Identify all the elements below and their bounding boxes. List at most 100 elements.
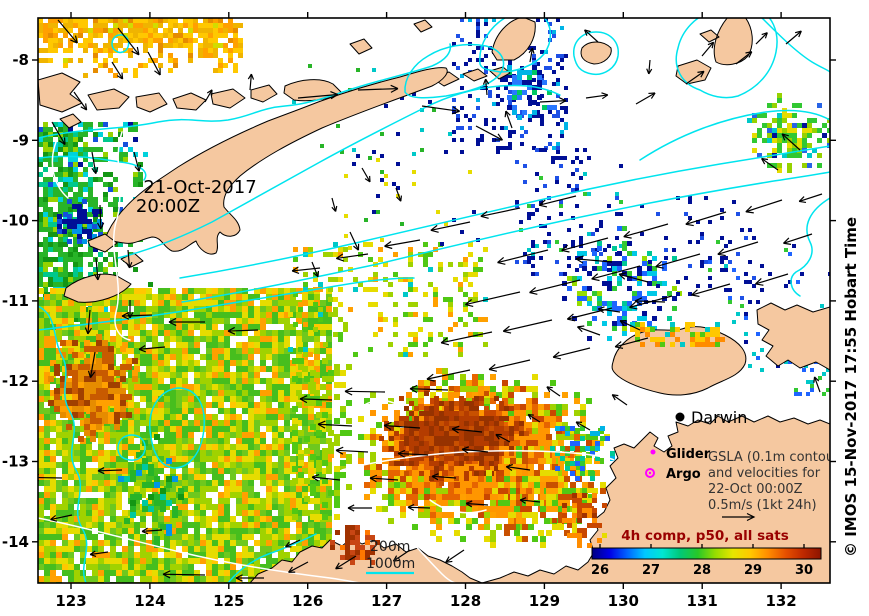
velocity-arrow-icon [575,421,591,431]
velocity-arrow-icon [235,574,264,582]
velocity-arrow-icon [561,237,609,253]
velocity-arrow-icon [93,257,101,281]
colorbar-bar [591,547,822,560]
isobath-contour [341,449,615,471]
velocity-arrow-icon [451,425,483,434]
darwin-city-dot [675,412,685,422]
babar-island [580,41,612,65]
colorbar: 4h comp, p50, all sats 26 27 28 29 30 [591,528,822,578]
gsla-contour [639,109,830,161]
colorbar-tick-label: 30 [795,563,813,578]
colorbar-title: 4h comp, p50, all sats [621,528,789,544]
gsla-contour [111,34,130,54]
velocity-arrow-icon [538,195,577,208]
argo-marker-icon [645,468,655,478]
colorbar-tick-label: 29 [744,563,762,578]
velocity-arrow-icon [392,549,411,562]
gsla-contour [479,18,552,73]
velocity-arrow-icon [97,204,105,230]
velocity-arrow-icon [73,91,88,111]
velocity-arrow-icon [347,504,372,512]
lat-tick-label: -11 [2,292,29,310]
velocity-arrow-icon [505,463,531,472]
moa-island [491,18,536,61]
velocity-arrow-icon [783,233,813,245]
argo-label: Argo [666,467,701,482]
velocity-arrow-icon [798,193,823,204]
velocity-arrow-icon [111,61,124,80]
velocity-arrow-icon [465,291,521,308]
velocity-arrow-icon [204,89,213,103]
cobourg-peninsula [756,302,830,371]
velocity-arrow-icon [421,105,460,115]
velocity-arrow-icon [813,376,821,393]
velocity-arrow-icon [97,467,123,475]
velocity-arrow-icon [331,197,338,212]
velocity-arrow-icon [761,157,779,171]
isobath-contour [429,499,487,514]
velocity-arrow-icon [426,369,471,382]
gsla-contour [38,277,415,331]
velocity-scale-arrow-icon [722,512,756,522]
velocity-arrow-icon [619,319,641,331]
velocity-arrow-icon [91,151,99,175]
gsla-contour [117,434,146,461]
velocity-arrow-icon [440,331,493,346]
velocity-arrow-icon [311,473,341,482]
lon-tick-label: 129 [529,592,560,610]
velocity-arrow-icon [611,394,628,406]
gsla-contour [38,305,88,583]
velocity-arrow-icon [691,283,731,298]
velocity-arrow-icon [781,133,801,151]
glider-marker-icon [650,449,656,455]
velocity-arrow-icon [445,549,465,563]
gsla-contour [761,18,830,73]
velocity-arrow-icon [335,446,369,455]
velocity-arrow-icon [297,91,339,100]
gsla-legend-line1: GSLA (0.1m contours) [708,450,851,465]
argo-marker-center-icon [648,471,652,475]
velocity-arrow-icon [475,125,503,141]
gsla-contour [179,145,830,279]
isobath-contour [51,141,69,199]
velocity-arrow-icon [50,514,73,522]
velocity-arrow-icon [133,151,142,172]
velocity-arrow-icon [504,110,513,129]
velocity-arrow-icon [87,351,96,378]
isobath-contour [112,131,131,341]
alor-island-chain [38,72,278,129]
velocity-arrow-icon [528,47,535,63]
depth-legend: 200m 1000m [366,539,415,575]
velocity-arrow-icon [717,241,759,257]
gsla-legend-line4: 0.5m/s (1kt 24h) [708,498,817,513]
velocity-arrow-icon [634,297,666,306]
velocity-arrow-icon [317,420,353,429]
velocity-arrow-icon [685,70,705,85]
depth-200m-label: 200m [370,539,410,555]
velocity-arrow-icon [430,221,471,233]
velocity-arrow-icon [431,473,457,481]
colorbar-tick-label: 27 [642,563,660,578]
velocity-arrow-icon [480,207,521,219]
velocity-arrow-icon [785,30,802,45]
sst-pixel-field-coastal [330,322,725,565]
velocity-arrow-icon [745,199,783,214]
velocity-arrow-icon [247,73,255,91]
velocity-arrow-icon [546,386,561,397]
velocity-arrow-icon [529,279,581,295]
velocity-arrow-icon [495,433,511,443]
lat-tick-label: -12 [2,372,29,390]
velocity-arrow-icon [335,555,357,570]
map-area: 21-Oct-2017 20:00Z Darwin Glider Argo GS… [38,18,851,583]
velocity-arrow-icon [635,92,656,105]
velocity-arrow-icon [369,474,399,483]
gsla-contours [38,18,830,583]
velocity-arrow-icon [285,539,301,548]
lon-tick-label: 123 [55,592,86,610]
velocity-arrow-icon [349,231,360,251]
velocity-arrow-icon [141,527,163,535]
isobath-contour [38,517,361,583]
gsla-contour [149,387,205,469]
gsla-legend-line3: 22-Oct 00:00Z [708,482,803,497]
